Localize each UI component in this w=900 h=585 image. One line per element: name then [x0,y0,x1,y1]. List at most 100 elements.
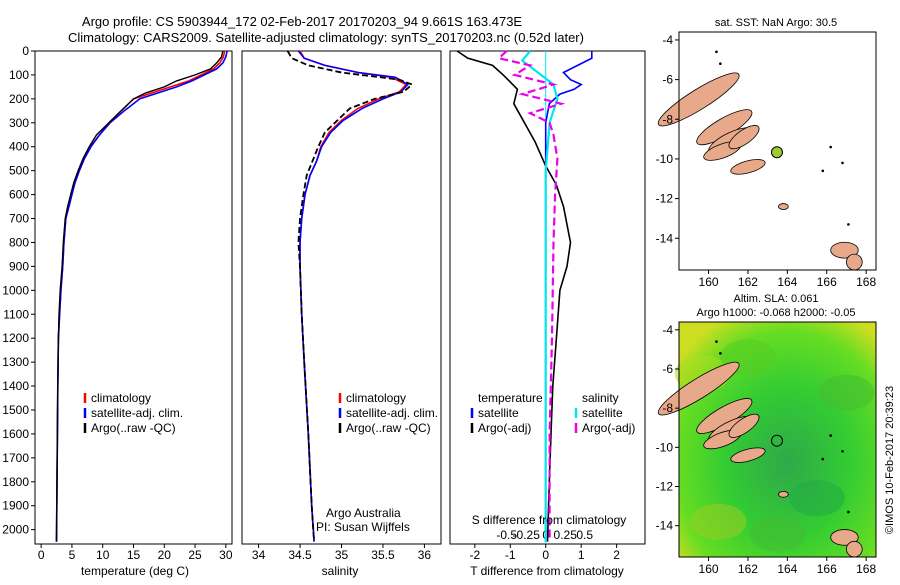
sla-map-ytick-label: -12 [656,480,674,494]
sst-map-ytick-label: -10 [656,152,674,166]
sst-map-islet [847,223,850,226]
temperature-ytick-label: 600 [9,188,29,202]
sst-map-title: sat. SST: NaN Argo: 30.5 [715,17,837,29]
temperature-xtick-label: 0 [38,548,45,562]
title-line-1: Argo profile: CS 5903944_172 02-Feb-2017… [82,14,523,29]
sst-map-islet [715,50,718,54]
temperature-ytick-label: 900 [9,259,29,273]
temperature-ytick-label: 1900 [2,499,29,513]
salinity-legend-label: satellite-adj. clim. [346,406,438,420]
temperature-ytick-label: 2000 [2,523,29,537]
sla-map-island [728,413,760,438]
sst-map-xtick-label: 160 [699,275,719,289]
sla-map-islet [715,340,718,343]
sst-map-ytick-label: -6 [662,73,673,87]
difference-s-tick-label: -0.25 [513,528,541,542]
difference-xtick-label: -2 [469,548,480,562]
temperature-xtick-label: 5 [69,548,76,562]
sst-map-island [778,203,789,210]
temperature-xtick-label: 10 [96,548,110,562]
sla-map-frame [678,321,877,558]
temperature-ytick-label: 1000 [2,283,29,297]
sst-map-island [657,72,740,127]
salinity-annotation-2: PI: Susan Wijffels [316,520,410,534]
temperature-xtick-label: 25 [188,548,202,562]
sla-map-ytick-label: -14 [656,519,674,533]
sst-map-islet [719,62,722,66]
temperature-ytick-label: 200 [9,92,29,106]
sla-map-xtick-label: 160 [699,562,719,576]
sla-map-title-1: Altim. SLA: 0.061 [734,293,819,305]
sla-map-islet [847,510,850,514]
sst-map-ytick-label: -4 [662,33,673,47]
sla-map-title-2: Argo h1000: -0.068 h2000: -0.05 [696,307,855,319]
difference-s-label: S difference from climatology [472,513,627,527]
sst-map-island [830,241,859,259]
temperature-series-line [55,50,224,542]
difference-series-line [496,50,566,542]
difference-t-legend-label: Argo(-adj) [478,421,531,435]
sla-map-islet [829,434,832,437]
difference-s-legend-label: Argo(-adj) [582,421,635,435]
sst-map-island [728,125,760,150]
temperature-ytick-label: 1800 [2,475,29,489]
salinity-xtick-label: 35 [335,548,349,562]
temperature-xlabel: temperature (deg C) [81,564,189,578]
salinity-legend-label: climatology [346,391,406,405]
temperature-ytick-label: 1700 [2,451,29,465]
imos-credit: ©IMOS 10-Feb-2017 20:39:23 [884,386,896,534]
difference-t-legend-label: satellite [478,406,519,420]
temperature-ytick-label: 700 [9,212,29,226]
temperature-legend-label: Argo(..raw -QC) [91,421,176,435]
salinity-annotation-1: Argo Australia [326,506,401,520]
title-line-2: Climatology: CARS2009. Satellite-adjuste… [68,30,584,45]
difference-xtick-label: 1 [578,548,585,562]
difference-s-tick-label: 0.25 [554,528,578,542]
sst-map-island [846,253,863,271]
sla-map-island [657,361,740,416]
salinity-xtick-label: 36 [418,548,432,562]
difference-xtick-label: 0 [542,548,549,562]
temperature-ytick-label: 1100 [3,307,29,321]
temperature-xtick-label: 30 [219,548,233,562]
salinity-series-line [286,50,414,542]
salinity-frame [241,50,442,545]
sla-map-ytick-label: -8 [662,401,673,415]
sla-map-argo-marker [770,434,783,447]
sla-map-island [846,540,863,558]
temperature-ytick-label: 500 [9,164,29,178]
difference-s-legend-label: salinity [582,391,619,405]
temperature-xtick-label: 15 [127,548,141,562]
salinity-xtick-label: 35.5 [371,548,395,562]
sst-map-islet [821,169,825,173]
sst-map-panel: 160 162 164 166 168 -4 -6 -8 -10 -12 -14 [656,31,877,289]
sst-map-ytick-label: -12 [656,192,674,206]
difference-xlabel: T difference from climatology [470,564,624,578]
salinity-xtick-label: 34.5 [288,548,312,562]
sla-map-ytick-label: -4 [662,323,673,337]
sla-map-islet [821,457,825,461]
sst-map-xtick-label: 164 [777,275,797,289]
sla-map-island [830,529,859,546]
sla-map-field-patch [788,480,845,517]
temperature-ytick-label: 300 [9,116,29,130]
temperature-panel: 0 5 10 15 20 25 300100200300400500600700800900… [2,44,233,562]
sla-map-ytick-label: -10 [656,440,674,454]
temperature-ytick-label: 1600 [2,427,29,441]
salinity-xtick-label: 34 [252,548,266,562]
temperature-ytick-label: 400 [9,140,29,154]
sst-map-frame [678,31,877,271]
temperature-ytick-label: 100 [9,68,29,82]
difference-frame [449,50,646,545]
temperature-ytick-label: 1300 [2,355,29,369]
sla-map-island [730,447,766,463]
sla-map-field-patch [749,515,806,552]
temperature-legend-label: climatology [91,391,151,405]
sst-map-xtick-label: 168 [856,275,876,289]
difference-t-legend-label: temperature [478,391,543,405]
temperature-ytick-label: 800 [9,235,29,249]
sla-map-islet [719,352,722,355]
sla-map-panel: 160 162 164 166 168 -4 -6 -8 -10 -12 -14 [656,321,877,576]
difference-s-tick-label: -0.5 [496,528,517,542]
